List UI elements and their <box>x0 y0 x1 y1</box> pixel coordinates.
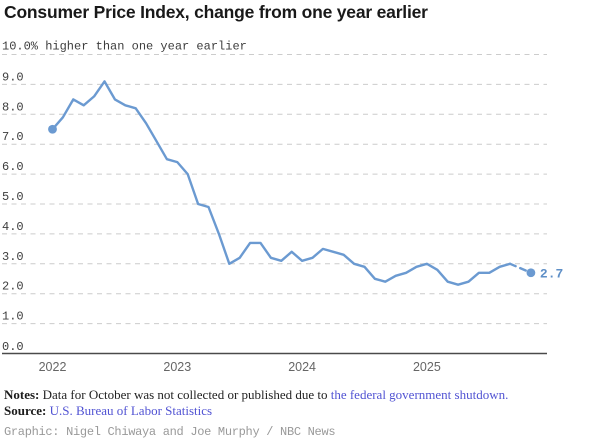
graphic-credit: Graphic: Nigel Chiwaya and Joe Murphy / … <box>4 425 336 439</box>
y-tick-label: 3.0 <box>2 250 24 264</box>
end-value-label: 2.7 <box>540 266 563 281</box>
notes-text: Data for October was not collected or pu… <box>42 387 328 402</box>
start-dot <box>48 124 57 134</box>
y-tick-label: 7.0 <box>2 130 24 144</box>
y-tick-label: 4.0 <box>2 220 24 234</box>
cpi-line-dashed-gap <box>508 262 533 274</box>
chart-title: Consumer Price Index, change from one ye… <box>4 2 428 22</box>
x-year-label: 2024 <box>288 360 316 374</box>
x-year-label: 2025 <box>413 360 441 374</box>
y-tick-label: 8.0 <box>2 100 24 114</box>
cpi-line-chart: 0.0 1.0 2.0 3.0 4.0 5.0 6.0 7.0 8.0 9.0 10.0% high… <box>2 40 563 374</box>
notes-label: Notes: <box>4 387 40 402</box>
end-dot <box>526 268 536 278</box>
notes-line: Notes: Data for October was not collecte… <box>4 387 596 403</box>
x-year-label: 2023 <box>163 360 191 374</box>
chart-footer: Notes: Data for October was not collecte… <box>4 387 596 441</box>
y-tick-label: 9.0 <box>2 70 24 84</box>
axis-annotation-label: 10.0% higher than one year earlier <box>2 40 247 54</box>
x-year-label: 2022 <box>39 360 67 374</box>
y-tick-label: 6.0 <box>2 160 24 174</box>
source-line: Source: U.S. Bureau of Labor Statistics <box>4 403 596 419</box>
bls-source-link[interactable]: U.S. Bureau of Labor Statistics <box>49 402 213 418</box>
cpi-line <box>51 80 512 286</box>
shutdown-link[interactable]: the federal government shutdown. <box>330 387 509 402</box>
y-tick-label: 5.0 <box>2 190 24 204</box>
source-label: Source: <box>4 402 47 418</box>
y-tick-label: 0.0 <box>2 340 24 354</box>
y-tick-label: 2.0 <box>2 280 24 294</box>
y-tick-label: 1.0 <box>2 310 24 324</box>
